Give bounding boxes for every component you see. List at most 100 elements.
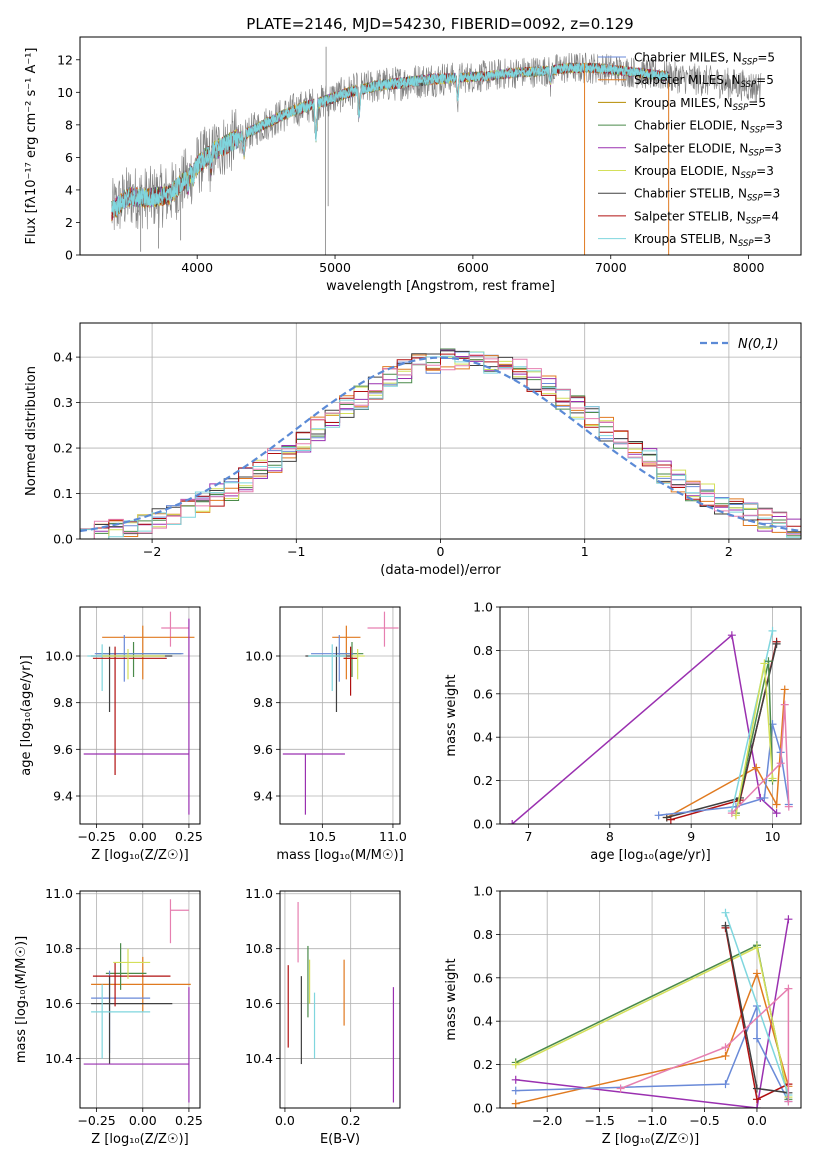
x-tick-label: 0.00 [129, 829, 157, 844]
weight-marker [752, 763, 761, 772]
histogram-series [80, 354, 801, 539]
y-axis-label: Normed distribution [24, 366, 39, 496]
weight-series [666, 643, 778, 819]
y-tick-label: 9.6 [253, 742, 273, 757]
y-tick-label: 0.4 [53, 350, 73, 365]
error-point [343, 646, 358, 696]
error-point [367, 611, 399, 647]
model-spectrum-top [111, 62, 669, 216]
y-tick-label: 9.8 [253, 695, 273, 710]
y-tick-label: 0.4 [473, 730, 493, 745]
weight-marker [721, 1043, 730, 1052]
weight-marker [721, 921, 730, 930]
error-point [102, 625, 195, 680]
mass-vs-Z-plot [83, 899, 191, 1103]
y-axis-label: mass weight [444, 958, 459, 1040]
y-tick-label: 0.8 [473, 643, 493, 658]
error-point [282, 753, 345, 815]
y-tick-label: 0.0 [473, 817, 493, 832]
weight-marker [752, 943, 761, 952]
y-axis-label: Flux [fλ10⁻¹⁷ erg cm⁻² s⁻¹ A⁻¹] [24, 48, 39, 245]
x-tick-label: 8000 [733, 260, 765, 275]
legend-label: Chabrier STELIB, NSSP=3 [634, 187, 780, 204]
legend-label: N(0,1) [738, 337, 779, 352]
residual-legend: N(0,1) [700, 337, 779, 352]
histogram-series [80, 351, 801, 539]
weight-marker [511, 1075, 520, 1084]
x-tick-label: −2 [143, 544, 161, 559]
spectrum-plot [111, 46, 762, 255]
weight-series [658, 723, 790, 817]
weight-vs-Z-axes: −2.0 −1.5 −1.0 −0.5 0.0 0.0 0.2 0.4 0.6 0.8 1.0 Z [… [444, 884, 802, 1147]
y-tick-label: 0.4 [473, 1014, 493, 1029]
y-tick-label: 0.0 [53, 532, 73, 547]
legend-label: Chabrier ELODIE, NSSP=3 [634, 119, 783, 136]
weight-vs-Z-plot [511, 908, 793, 1108]
error-point [92, 646, 167, 775]
x-tick-label: 7000 [595, 260, 627, 275]
weight-marker [654, 811, 663, 820]
weight-marker [752, 1034, 761, 1043]
y-axis-label: age [log₁₀(age/yr)] [19, 655, 34, 776]
weight-marker [721, 1080, 730, 1089]
error-point [352, 649, 365, 680]
legend-label: Kroupa ELODIE, NSSP=3 [634, 164, 774, 181]
legend-label: Salpeter STELIB, NSSP=4 [634, 209, 779, 226]
x-tick-label: −0.25 [77, 829, 115, 844]
spectrum-frame [79, 36, 802, 256]
y-tick-label: 10 [57, 85, 73, 100]
weight-series [511, 633, 778, 824]
weight-series [724, 912, 790, 1096]
age-vs-Z-frame [79, 606, 201, 825]
error-point [308, 644, 347, 691]
model-spectrum [111, 62, 669, 221]
error-point [83, 618, 190, 815]
x-tick-label: 1 [581, 544, 589, 559]
gaussian-curve [80, 356, 801, 533]
weight-marker [511, 1060, 520, 1069]
y-tick-label: 10.8 [245, 941, 273, 956]
y-tick-label: 1.0 [473, 600, 493, 615]
weight-marker [768, 626, 777, 635]
x-tick-label: 5000 [319, 260, 351, 275]
legend-label: Kroupa MILES, NSSP=5 [634, 96, 766, 113]
y-tick-label: 12 [57, 52, 73, 67]
error-point [169, 899, 189, 944]
y-tick-label: 0 [65, 248, 73, 263]
weight-marker [776, 759, 785, 768]
x-axis-label: mass [log₁₀(M/M☉)] [276, 848, 403, 863]
y-tick-label: 10.0 [245, 649, 273, 664]
y-tick-label: 9.6 [53, 742, 73, 757]
x-tick-label: −2.0 [532, 1113, 562, 1128]
x-tick-label: 8 [606, 829, 614, 844]
weight-marker [616, 1084, 625, 1093]
x-tick-label: 2 [725, 544, 733, 559]
weight-marker [784, 802, 793, 811]
weight-marker [727, 809, 736, 818]
x-tick-label: 9 [687, 829, 695, 844]
weight-series [620, 986, 790, 1102]
x-tick-label: −1 [287, 544, 305, 559]
weight-marker [772, 800, 781, 809]
x-tick-label: 6000 [457, 260, 489, 275]
x-tick-label: 0 [437, 544, 445, 559]
x-tick-label: 0.0 [275, 1113, 295, 1128]
x-axis-label: E(B-V) [320, 1132, 360, 1147]
y-tick-label: 0.8 [473, 927, 493, 942]
residuals-axes: −2 −1 0 1 2 0.0 0.1 0.2 0.3 0.4 (data-model)/error… [24, 322, 802, 578]
x-axis-label: Z [log₁₀(Z/Z☉)] [602, 1132, 699, 1147]
weight-marker [721, 1051, 730, 1060]
mass-vs-Z-frame [79, 890, 201, 1109]
x-axis-label: age [log₁₀(age/yr)] [590, 848, 711, 863]
spectrum-legend: Chabrier MILES, NSSP=5 Salpeter MILES, NS… [598, 51, 783, 249]
x-tick-label: 0.25 [175, 1113, 203, 1128]
weight-marker [768, 774, 777, 783]
error-point [113, 948, 151, 979]
y-tick-label: 0.6 [473, 970, 493, 985]
x-axis-label: (data-model)/error [380, 563, 501, 578]
weight-marker [731, 811, 740, 820]
weight-marker [772, 809, 781, 818]
weight-marker [511, 1099, 520, 1108]
weight-vs-Z-frame [499, 890, 802, 1109]
weight-vs-age-frame [499, 606, 802, 825]
